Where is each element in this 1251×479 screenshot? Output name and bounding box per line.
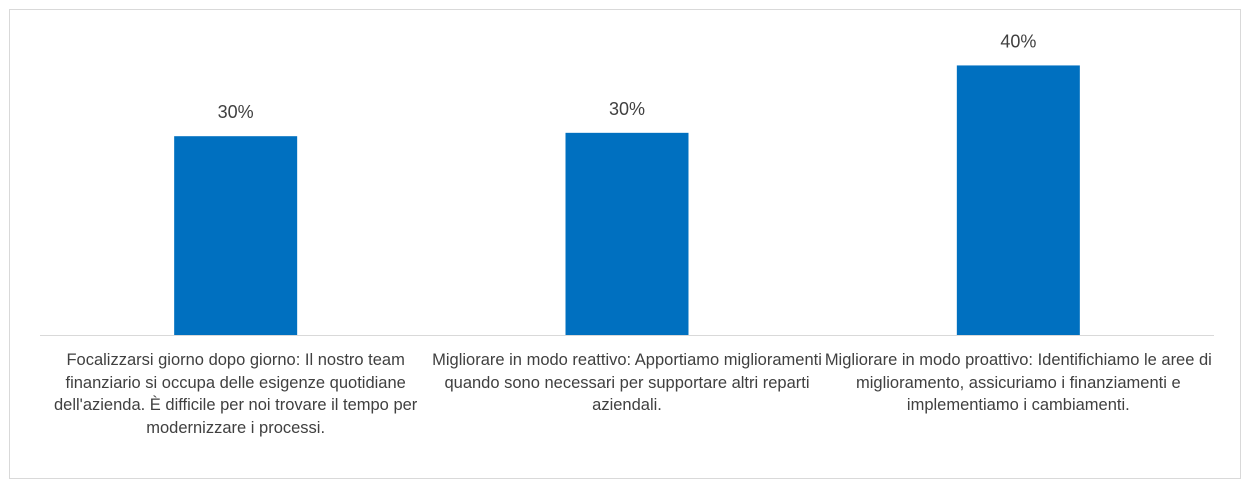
category-label-3: Migliorare in modo proattivo: Identifich… (824, 351, 1212, 414)
category-label-1: Focalizzarsi giorno dopo giorno: Il nost… (54, 351, 418, 437)
data-label-2: 30% (609, 99, 645, 119)
category-label-2: Migliorare in modo reattivo: Apportiamo … (432, 351, 822, 414)
data-label-1: 30% (218, 102, 254, 122)
bar-chart: 30% 30% 40% (40, 31, 1214, 336)
bar-1 (174, 136, 298, 335)
bar-3 (956, 65, 1080, 335)
data-label-3: 40% (1000, 31, 1036, 51)
bar-2 (565, 132, 689, 335)
